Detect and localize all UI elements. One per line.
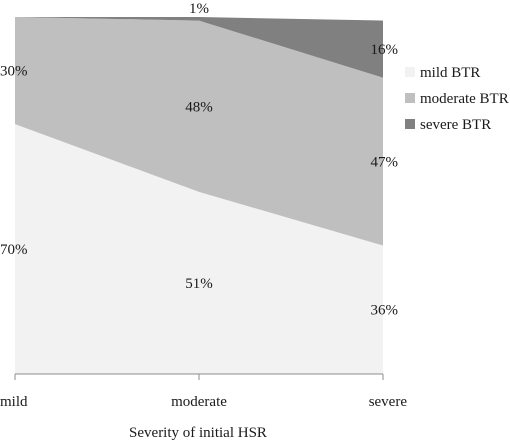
data-label-mild-btr: 70% (0, 242, 28, 258)
data-labels: 70% 51% 36% 30% 48% 47% 1% 16% (0, 1, 398, 319)
data-label-severe-btr: 1% (189, 1, 209, 17)
data-label-moderate-btr: 30% (0, 64, 28, 80)
legend-swatch-mild-btr (405, 67, 415, 77)
data-label-moderate-btr: 47% (371, 155, 399, 171)
legend-label-moderate-btr: moderate BTR (420, 91, 509, 107)
legend-swatch-moderate-btr (405, 93, 415, 103)
legend-label-mild-btr: mild BTR (420, 65, 480, 81)
data-label-severe-btr: 16% (371, 42, 399, 58)
data-label-mild-btr: 36% (371, 303, 399, 319)
legend-swatch-severe-btr (405, 119, 415, 129)
data-label-mild-btr: 51% (185, 276, 213, 292)
legend: mild BTR moderate BTR severe BTR (405, 65, 509, 133)
x-tick-label: moderate (171, 394, 227, 410)
data-label-moderate-btr: 48% (185, 99, 213, 115)
legend-label-severe-btr: severe BTR (420, 117, 491, 133)
x-axis: mild moderate severe (0, 373, 408, 410)
x-tick-label: mild (0, 394, 28, 410)
area-mild-btr (15, 124, 383, 374)
x-tick-label: severe (369, 394, 408, 410)
x-axis-title: Severity of initial HSR (129, 425, 267, 441)
area-moderate-btr (15, 17, 383, 246)
area-layer (15, 17, 383, 374)
area-severe-btr (15, 17, 383, 78)
